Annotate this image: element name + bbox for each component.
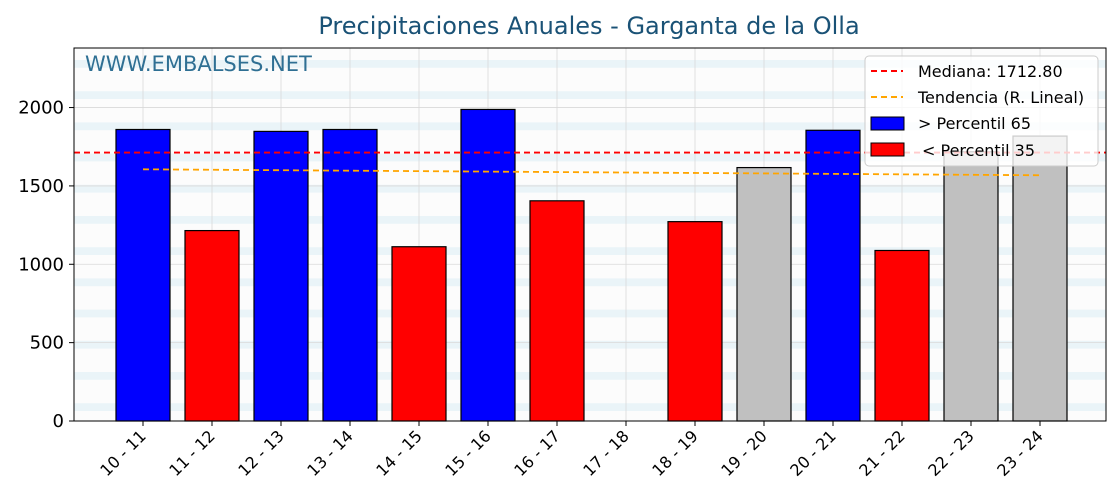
bar-11-12 — [184, 229, 240, 422]
background-stripe — [74, 340, 1106, 349]
legend-trend-label: Tendencia (R. Lineal) — [917, 88, 1084, 107]
x-tick-label: 13 - 14 — [303, 426, 357, 480]
background-stripe — [74, 278, 1106, 287]
x-tick-label: 19 - 20 — [717, 426, 771, 480]
legend-low-label: < Percentil 35 — [922, 141, 1035, 160]
background-stripe — [74, 122, 1106, 131]
x-tick-label: 20 - 21 — [786, 426, 840, 480]
y-tick-label: 1500 — [18, 176, 64, 197]
bar-16-17 — [529, 200, 585, 422]
x-tick-label: 11 - 12 — [165, 426, 219, 480]
x-tick-label: 21 - 22 — [855, 426, 909, 480]
legend: Mediana: 1712.80 Tendencia (R. Lineal) > … — [864, 55, 1099, 167]
bar-15-16 — [460, 108, 516, 422]
x-tick-label: 15 - 16 — [441, 426, 495, 480]
background-stripe — [74, 184, 1106, 193]
background-stripe — [74, 91, 1106, 99]
y-axis: 0 500 1000 1500 2000 — [18, 98, 74, 432]
legend-high-swatch — [870, 116, 905, 131]
bar-20-21 — [805, 129, 861, 422]
x-tick-label: 22 - 23 — [924, 426, 978, 480]
bar-23-24 — [1012, 135, 1068, 422]
bar-12-13 — [253, 130, 309, 422]
bar-19-20 — [736, 166, 792, 422]
x-tick-label: 17 - 18 — [579, 426, 633, 480]
background-stripe — [74, 60, 1106, 68]
watermark: WWW.EMBALSES.NET — [85, 52, 312, 76]
y-tick-label: 0 — [53, 411, 64, 432]
legend-high-label: > Percentil 65 — [918, 114, 1031, 133]
background-stripe — [74, 153, 1106, 162]
bar-21-22 — [874, 249, 930, 422]
x-axis: 10 - 11 11 - 12 12 - 13 13 - 14 14 - 15 15 - … — [96, 421, 1047, 480]
bars — [115, 108, 1068, 422]
y-tick-label: 2000 — [18, 98, 64, 119]
x-tick-label: 18 - 19 — [648, 426, 702, 480]
y-tick-label: 500 — [30, 333, 64, 354]
background-stripe — [74, 309, 1106, 318]
background-stripe — [74, 403, 1106, 411]
legend-box — [864, 55, 1099, 167]
legend-low-swatch — [870, 142, 905, 157]
bar-22-23 — [943, 151, 999, 422]
background-stripe — [74, 247, 1106, 255]
plot-frame — [73, 47, 1107, 422]
x-tick-label: 23 - 24 — [993, 426, 1047, 480]
bar-18-19 — [667, 221, 723, 422]
background-stripe — [74, 372, 1106, 380]
bar-14-15 — [391, 246, 447, 422]
x-tick-label: 12 - 13 — [234, 426, 288, 480]
bar-13-14 — [322, 128, 378, 422]
x-tick-label: 10 - 11 — [96, 426, 150, 480]
x-tick-label: 14 - 15 — [372, 426, 426, 480]
background-stripe — [74, 216, 1106, 224]
legend-median-label: Mediana: 1712.80 — [918, 62, 1063, 81]
x-tick-label: 16 - 17 — [510, 426, 564, 480]
y-tick-label: 1000 — [18, 254, 64, 275]
bar-10-11 — [115, 128, 171, 422]
chart-title: Precipitaciones Anuales - Garganta de la… — [318, 12, 859, 40]
